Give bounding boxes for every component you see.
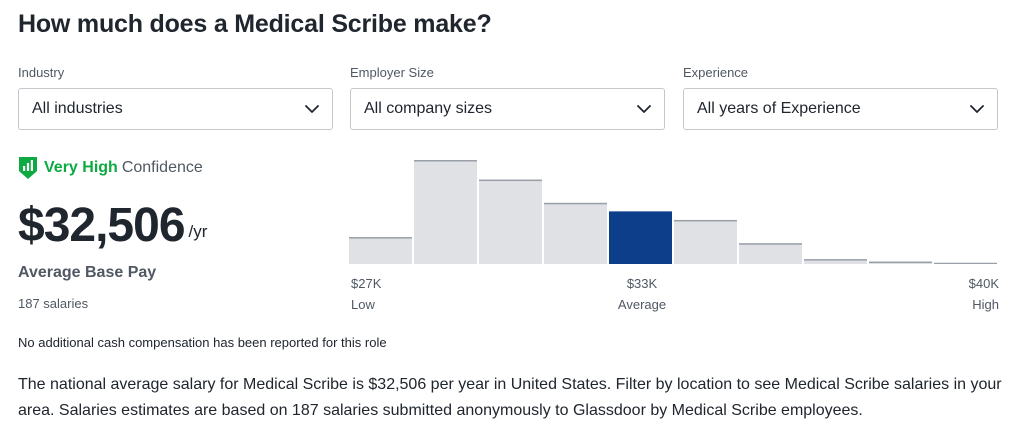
- salary-summary: The national average salary for Medical …: [18, 376, 1002, 419]
- confidence-indicator: Very High Confidence: [18, 156, 203, 180]
- chevron-down-icon: [970, 104, 984, 113]
- industry-filter: Industry All industries: [18, 64, 333, 130]
- histogram-bar-top-edge: [349, 237, 412, 239]
- shield-bars-icon: [19, 157, 37, 179]
- histogram-bar-top-edge: [739, 243, 802, 245]
- histogram-bar: [674, 219, 737, 264]
- average-pay: $32,506 /yr: [18, 198, 207, 254]
- x-tick-low-label: Low: [351, 297, 375, 312]
- histogram-bar-top-edge: [544, 202, 607, 205]
- average-base-pay-label: Average Base Pay: [18, 264, 157, 281]
- confidence-level: Very High: [44, 159, 118, 176]
- pay-unit: /yr: [188, 222, 208, 241]
- x-tick-high-label: High: [972, 297, 999, 312]
- pay-amount: $32,506: [18, 199, 186, 252]
- experience-filter-label: Experience: [683, 65, 749, 80]
- histogram-bar-top-edge: [674, 219, 737, 222]
- no-cash-note: No additional cash compensation has been…: [18, 335, 387, 350]
- histogram-bar-top-edge: [414, 160, 477, 162]
- employer-size-filter: Employer Size All company sizes: [350, 64, 665, 130]
- experience-select-value: All years of Experience: [697, 100, 861, 117]
- histogram-bar: [544, 202, 607, 264]
- experience-filter: Experience All years of Experience: [683, 64, 998, 130]
- histogram-bar: [349, 237, 412, 264]
- employer-size-select-value: All company sizes: [364, 100, 493, 117]
- histogram-bar-top-edge: [804, 259, 867, 261]
- histogram-bar: [739, 243, 802, 264]
- x-tick-low-value: $27K: [351, 276, 382, 291]
- chevron-down-icon: [637, 104, 651, 113]
- histogram-bar-top-edge: [869, 261, 932, 264]
- industry-select[interactable]: All industries: [18, 88, 333, 130]
- industry-filter-label: Industry: [18, 65, 65, 80]
- histogram-bar-average: [609, 211, 672, 264]
- x-tick-high-value: $40K: [968, 276, 999, 291]
- employer-size-select[interactable]: All company sizes: [350, 88, 665, 130]
- page-title: How much does a Medical Scribe make?: [18, 10, 492, 38]
- salary-distribution-chart: [349, 160, 997, 264]
- histogram-bar-top-edge: [479, 179, 542, 182]
- employer-size-filter-label: Employer Size: [350, 65, 434, 80]
- histogram-bar: [804, 259, 867, 264]
- x-tick-average-value: $33K: [626, 276, 658, 291]
- x-tick-average-label: Average: [617, 297, 667, 312]
- histogram-bar: [414, 160, 477, 264]
- salary-count: 187 salaries: [18, 296, 89, 311]
- experience-select[interactable]: All years of Experience: [683, 88, 998, 130]
- industry-select-value: All industries: [32, 100, 123, 117]
- confidence-text: Confidence: [121, 159, 203, 176]
- chevron-down-icon: [305, 104, 319, 113]
- histogram-bar: [479, 179, 542, 264]
- histogram-bar-top-edge: [934, 262, 997, 264]
